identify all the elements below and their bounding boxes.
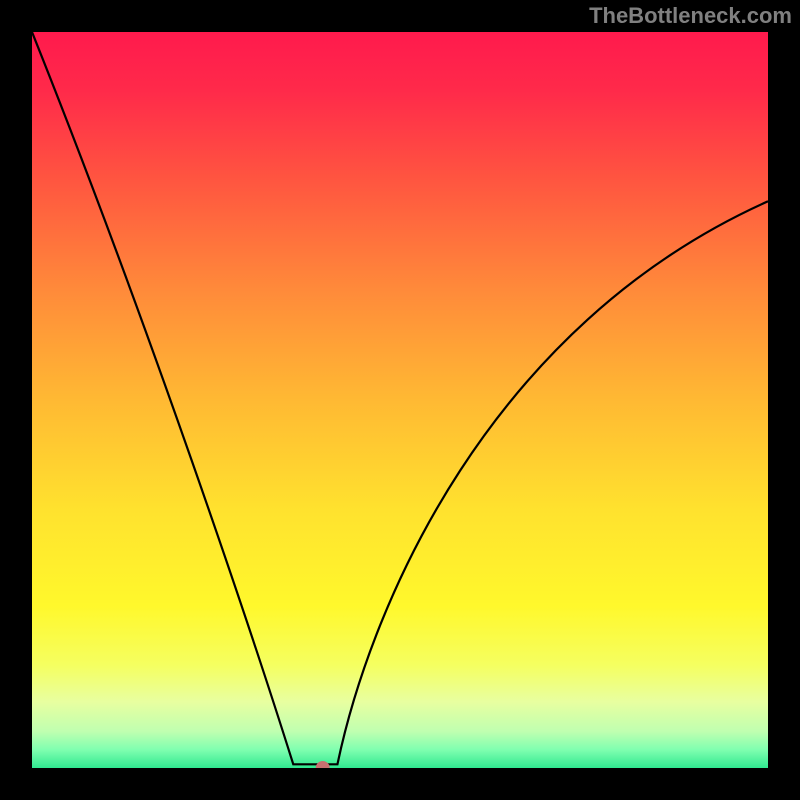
watermark-text: TheBottleneck.com xyxy=(589,3,792,29)
curve-path xyxy=(32,32,768,764)
plot-area xyxy=(32,32,768,768)
bottleneck-curve xyxy=(32,32,768,768)
chart-container: TheBottleneck.com xyxy=(0,0,800,800)
min-point-marker xyxy=(316,761,330,768)
